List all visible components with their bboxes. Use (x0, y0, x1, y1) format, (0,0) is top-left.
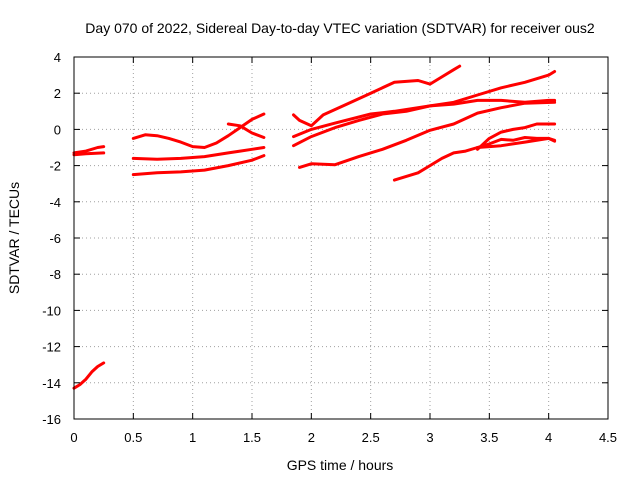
x-tick-label: 0 (70, 430, 77, 445)
axis-ticks (73, 56, 609, 420)
y-tick-label: 2 (54, 86, 61, 101)
series-line-s14 (476, 136, 557, 149)
y-tick-label: -14 (42, 376, 61, 391)
x-tick-label: 0.5 (124, 430, 142, 445)
series-line-s2 (72, 151, 106, 157)
grid-lines (74, 57, 608, 419)
y-tick-label: -6 (49, 231, 61, 246)
y-tick-labels: -16 -14 -12 -10 -8 -6 -4 -2 0 2 4 (42, 50, 61, 427)
series-line-s4 (131, 112, 266, 149)
x-tick-label: 2 (308, 430, 315, 445)
y-axis-label: SDTVAR / TECUs (6, 182, 22, 294)
x-tick-label: 2.5 (362, 430, 380, 445)
y-tick-label: -12 (42, 340, 61, 355)
x-axis-label: GPS time / hours (287, 457, 394, 473)
series-line-s12 (392, 136, 557, 182)
series-line-s1 (72, 145, 106, 155)
x-tick-label: 4.5 (599, 430, 617, 445)
series-line-s11 (298, 100, 557, 169)
y-tick-label: -2 (49, 159, 61, 174)
y-tick-label: -16 (42, 412, 61, 427)
chart-title: Day 070 of 2022, Sidereal Day-to-day VTE… (85, 20, 595, 36)
series-line-s5 (131, 146, 266, 161)
series-line-s6 (131, 154, 266, 177)
series-line-s8 (292, 64, 462, 128)
series-line-s3 (72, 361, 106, 390)
y-tick-label: 0 (54, 122, 61, 137)
x-tick-labels: 0 0.5 1 1.5 2 2.5 3 3.5 4 4.5 (70, 430, 617, 445)
x-tick-label: 3 (426, 430, 433, 445)
y-tick-label: -10 (42, 303, 61, 318)
x-tick-label: 4 (545, 430, 552, 445)
y-tick-label: -8 (49, 267, 61, 282)
series-line-s13 (476, 122, 557, 151)
x-tick-label: 1.5 (243, 430, 261, 445)
x-tick-label: 3.5 (480, 430, 498, 445)
series-line-s7 (226, 122, 266, 139)
x-tick-label: 1 (189, 430, 196, 445)
y-tick-label: 4 (54, 50, 61, 65)
y-tick-label: -4 (49, 195, 61, 210)
data-series-group (72, 64, 557, 390)
